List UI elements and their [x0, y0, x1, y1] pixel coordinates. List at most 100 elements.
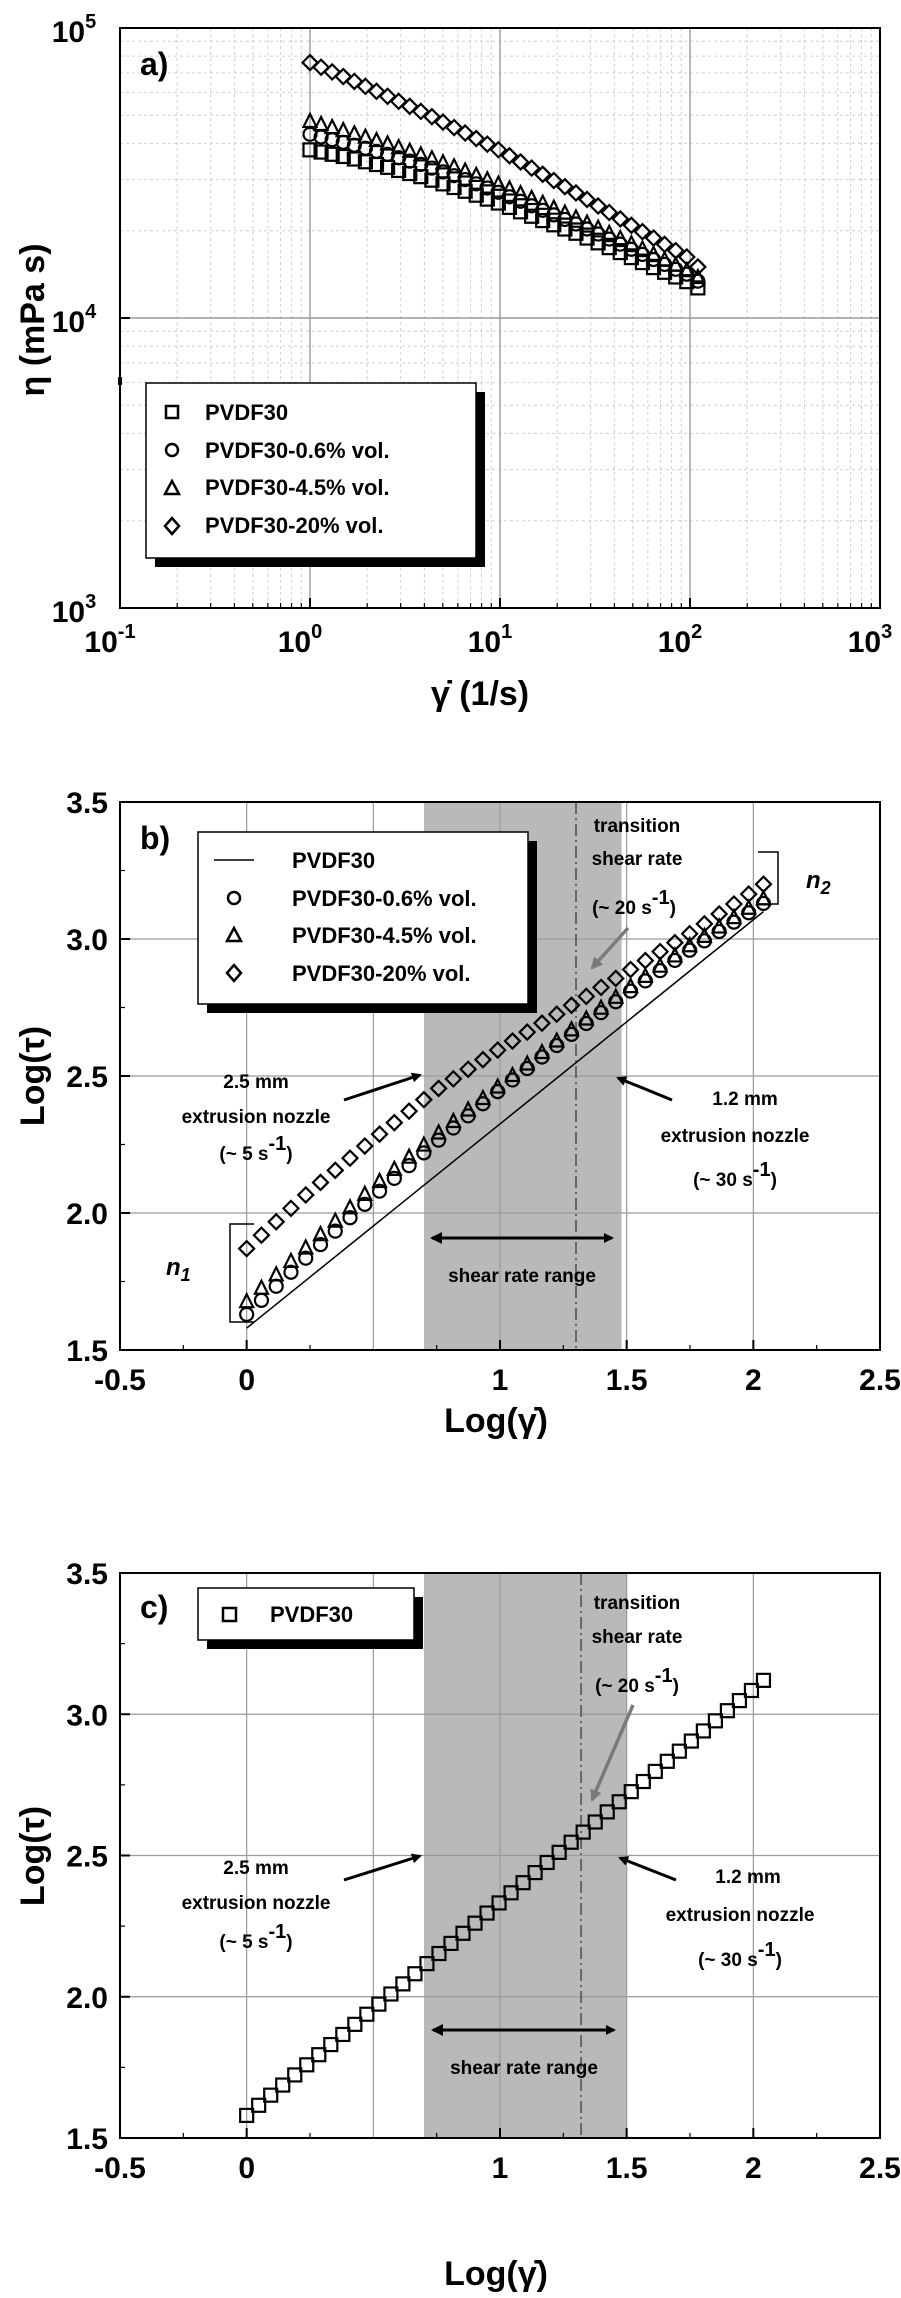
x-tick-base: 10 — [278, 626, 311, 659]
data-point-diamond — [589, 196, 608, 216]
data-point-diamond — [666, 241, 685, 260]
data-point-diamond — [385, 1113, 404, 1132]
data-point-circle — [386, 1170, 402, 1186]
data-point-diamond — [237, 1239, 256, 1258]
data-point-square — [263, 2087, 279, 2103]
data-point-diamond — [334, 67, 353, 86]
x-tick-label: 103 — [848, 621, 893, 659]
data-point-square — [695, 1723, 711, 1739]
left-nozzle-label-1: 2.5 mm — [223, 1072, 288, 1093]
data-point-square — [743, 1682, 760, 1699]
data-point-square — [647, 1763, 663, 1780]
data-point-circle — [342, 1210, 358, 1226]
data-point-triangle — [479, 169, 496, 187]
legend-marker-triangle — [162, 478, 182, 496]
y-tick-label: 2.0 — [66, 1198, 108, 1231]
legend-box — [197, 1587, 415, 1641]
data-point-diamond — [518, 1023, 537, 1042]
legend-entry-pvdf30-4.5: PVDF30-4.5% vol. — [205, 475, 390, 500]
legend-marker-circle — [164, 442, 180, 458]
x-tick-label: 1 — [492, 2152, 509, 2185]
data-point-diamond — [429, 1079, 448, 1098]
y-tick-label: 2.0 — [66, 1982, 108, 2015]
x-tick-label: 0 — [238, 2152, 255, 2185]
data-point-triangle — [600, 223, 618, 240]
panel-b-data — [237, 875, 773, 1329]
left-nozzle-label-3-sup: -1 — [269, 1921, 287, 1943]
data-point-square — [371, 1996, 387, 2012]
data-point-circle — [312, 1236, 329, 1253]
transition-label-3-end: ) — [670, 898, 676, 919]
legend-marker-triangle — [224, 925, 244, 943]
data-point-square — [395, 1976, 411, 1992]
data-point-diamond — [281, 1199, 301, 1218]
data-point-square — [563, 1834, 579, 1850]
legend-marker-diamond — [225, 963, 243, 983]
data-point-triangle — [637, 966, 654, 983]
left-nozzle-label-3-end: ) — [286, 1932, 292, 1953]
transition-label-3-main: (~ 20 s — [592, 898, 652, 919]
data-point-triangle — [323, 117, 341, 135]
data-point-triangle — [400, 1147, 418, 1164]
data-point-square — [443, 1935, 459, 1952]
data-point-triangle — [667, 255, 684, 272]
data-point-diamond — [345, 72, 364, 91]
data-point-diamond — [680, 924, 699, 943]
data-point-triangle — [740, 898, 757, 915]
data-point-triangle — [371, 1171, 388, 1189]
data-point-diamond — [296, 1185, 315, 1205]
transition-label-3-sup: -1 — [655, 1665, 673, 1687]
shear-range-label: shear rate range — [450, 2058, 598, 2079]
data-point-circle — [268, 1278, 284, 1294]
transition-label-2: shear rate — [592, 1627, 683, 1648]
data-point-square — [503, 1885, 519, 1901]
y-tick-exp: 3 — [85, 591, 96, 613]
x-tick-base: 10 — [848, 626, 881, 659]
data-point-diamond — [522, 159, 541, 178]
data-point-square — [287, 2067, 303, 2083]
x-tick-base: 10 — [468, 626, 501, 659]
left-nozzle-label-3: (~ 5 s-1) — [219, 1133, 292, 1165]
data-point-triangle — [390, 137, 407, 155]
x-tick-exp: -1 — [118, 621, 136, 643]
data-point-triangle — [512, 183, 529, 201]
data-point-diamond — [389, 92, 408, 111]
x-tick-label: 2.5 — [859, 1364, 901, 1397]
right-nozzle-label-1: 1.2 mm — [715, 1867, 780, 1888]
data-point-square — [690, 280, 706, 296]
x-tick-label: 2 — [745, 1364, 762, 1397]
data-point-square — [659, 1753, 675, 1769]
x-tick-label: 0 — [238, 1364, 255, 1397]
data-point-diamond — [566, 183, 586, 202]
data-point-diamond — [467, 129, 486, 148]
n1-bracket — [229, 1223, 254, 1323]
data-point-diamond — [651, 942, 670, 961]
data-point-diamond — [411, 102, 430, 121]
y-tick-label: 2.5 — [66, 1841, 108, 1874]
panel-c-grid — [120, 1573, 880, 2138]
left-nozzle-arrow — [343, 1072, 422, 1102]
y-tick-label: 3.0 — [66, 924, 108, 957]
data-point-triangle — [326, 1211, 344, 1228]
data-point-diamond — [562, 996, 581, 1015]
right-nozzle-label-3-end: ) — [771, 1170, 777, 1191]
data-point-square — [311, 2047, 327, 2063]
left-nozzle-label-3-end: ) — [286, 1144, 292, 1165]
y-tick-label: 104 — [52, 301, 97, 339]
panel-c-xlabel: Log(γ̇) — [444, 2255, 548, 2293]
data-point-circle — [431, 1132, 447, 1148]
data-point-triangle — [607, 987, 625, 1004]
data-point-triangle — [423, 148, 441, 166]
data-point-diamond — [456, 123, 475, 143]
y-tick-label: 1.5 — [66, 2123, 108, 2156]
right-nozzle-label-3-sup: -1 — [753, 1159, 771, 1181]
data-point-diamond — [378, 87, 397, 106]
x-tick-exp: 3 — [881, 621, 892, 643]
right-nozzle-label-3-main: (~ 30 s — [698, 1950, 758, 1971]
y-tick-label: 3.5 — [66, 787, 108, 820]
data-point-square — [468, 187, 484, 203]
data-point-triangle — [301, 111, 319, 129]
panel-b-annotations: transition shear rate (~ 20 s-1) n2 n1 2… — [166, 816, 831, 1323]
data-point-triangle — [678, 260, 696, 278]
